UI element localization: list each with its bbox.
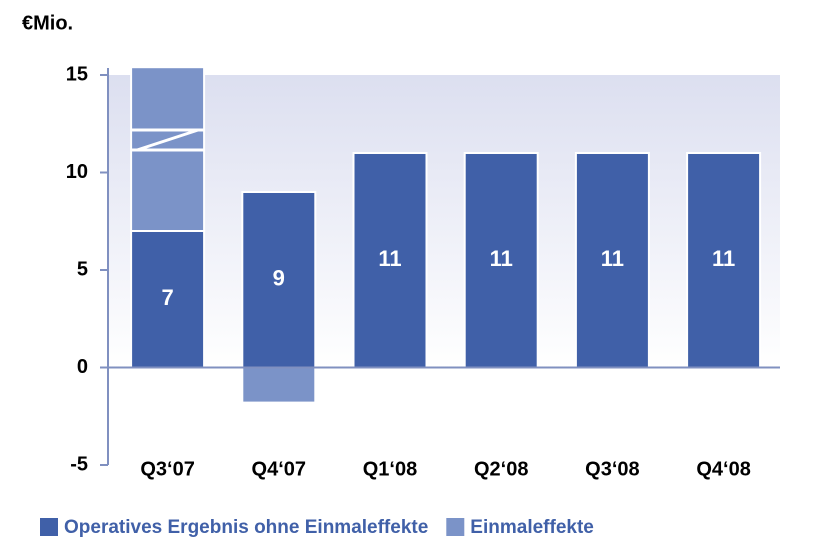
data-label: 11 (601, 246, 624, 271)
x-tick-label: Q1‘08 (363, 458, 417, 480)
x-tick-label: Q4‘08 (696, 458, 750, 480)
data-label: 9 (273, 266, 285, 291)
y-tick-label: 0 (77, 356, 88, 378)
bar (686, 152, 762, 369)
data-label: 7 (161, 285, 173, 310)
bar (130, 230, 206, 369)
y-tick-label: 15 (66, 63, 88, 85)
bar (463, 152, 539, 369)
data-label: 11 (378, 246, 401, 271)
x-tick-label: Q3‘08 (585, 458, 639, 480)
x-tick-label: Q3‘07 (140, 458, 194, 480)
y-tick-label: -5 (70, 453, 88, 475)
legend-swatch (446, 518, 465, 536)
unit-label: €Mio. (22, 12, 73, 34)
axis-break (131, 128, 205, 152)
bar (241, 191, 317, 369)
break-line (136, 128, 199, 152)
plot-background (108, 75, 780, 368)
bar (241, 366, 317, 404)
data-label: 11 (490, 246, 513, 271)
data-label: 11 (712, 246, 735, 271)
legend-label: Einmaleffekte (470, 517, 594, 538)
legend-swatch (40, 518, 58, 536)
x-tick-label: Q4‘07 (252, 458, 306, 480)
y-tick-label: 10 (66, 161, 88, 183)
legend-label: Operatives Ergebnis ohne Einmaleffekte (64, 517, 428, 538)
bar (352, 152, 428, 369)
x-tick-label: Q2‘08 (474, 458, 528, 480)
y-tick-label: 5 (77, 258, 88, 280)
